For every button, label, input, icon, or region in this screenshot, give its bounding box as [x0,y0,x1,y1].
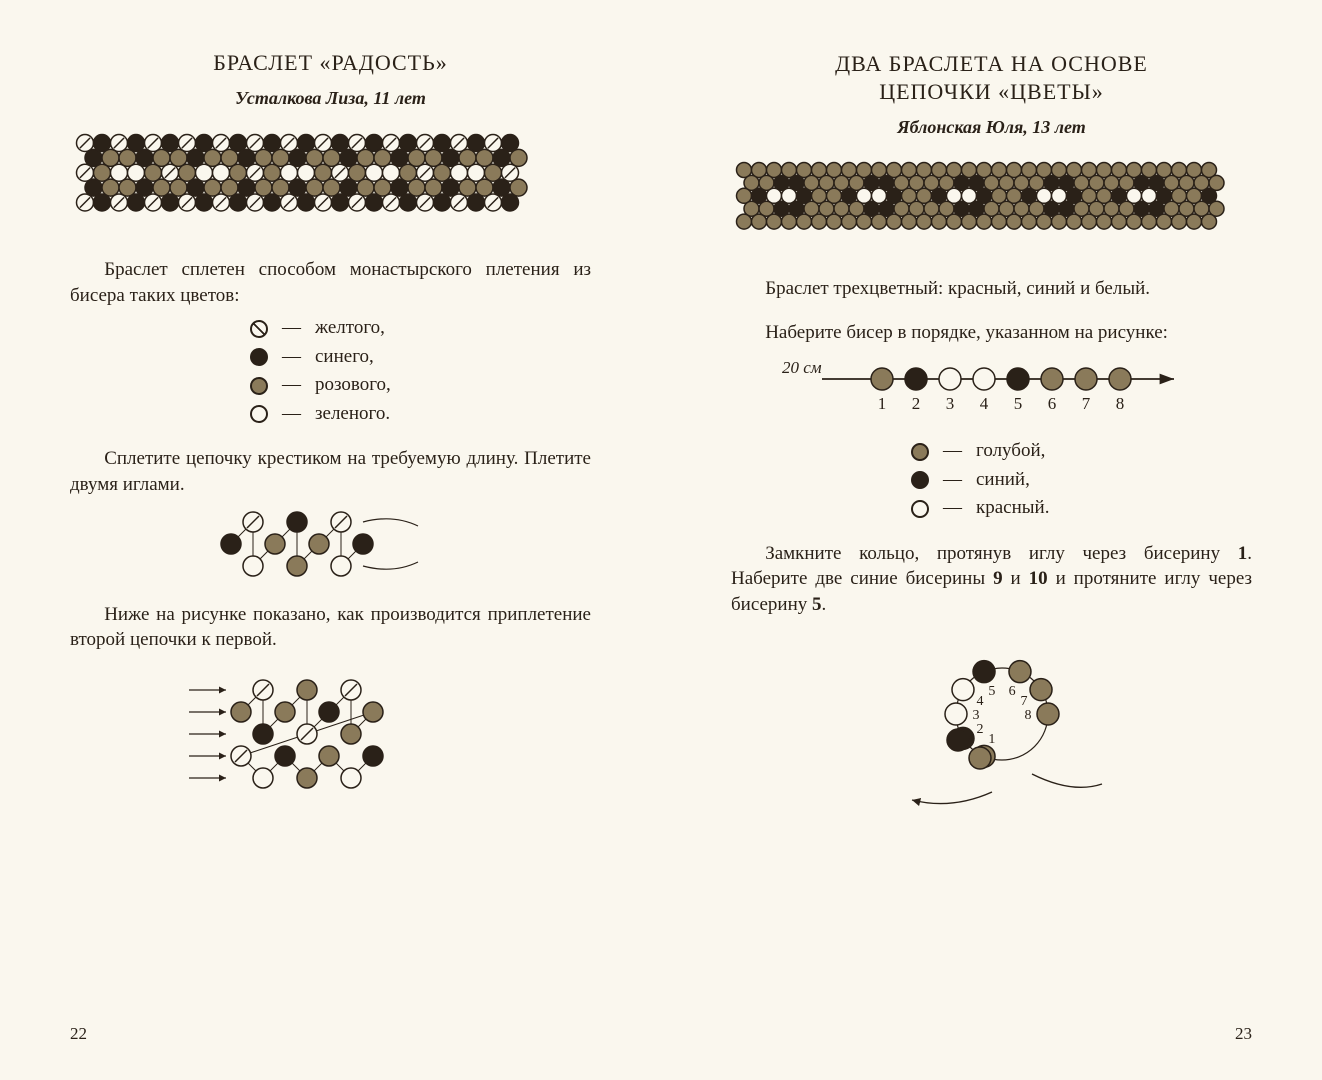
page-number-23: 23 [1235,1024,1252,1044]
left-chain-diagram-2 [181,659,481,809]
svg-text:1: 1 [988,732,995,747]
svg-text:8: 8 [1024,708,1031,723]
right-para2: Наберите бисер в порядке, указанном на р… [731,320,1252,346]
page-22: БРАСЛЕТ «РАДОСТЬ» Усталкова Лиза, 11 лет… [0,0,661,1080]
left-bracelet-diagram [71,129,591,239]
left-author: Усталкова Лиза, 11 лет [70,88,591,109]
left-para2: Сплетите цепочку крестиком на требуемую … [70,446,591,497]
svg-text:1: 1 [877,394,886,413]
left-para1: Браслет сплетен способом монастырского п… [70,257,591,308]
right-para3-a: Замкните кольцо, протянув иглу через би­… [765,543,1238,564]
right-author: Яблонская Юля, 13 лет [731,117,1252,138]
num-10: 10 [1029,568,1048,589]
svg-text:3: 3 [972,708,979,723]
right-bracelet-diagram [732,158,1252,258]
svg-text:7: 7 [1020,694,1027,709]
right-para3-c: и [1003,568,1029,589]
left-para3: Ниже на рисунке показано, как производит… [70,602,591,653]
right-title: ДВА БРАСЛЕТА НА ОСНОВЕ ЦЕПОЧКИ «ЦВЕТЫ» [731,50,1252,105]
book-spread: БРАСЛЕТ «РАДОСТЬ» Усталкова Лиза, 11 лет… [0,0,1322,1080]
legend-row: —красный. [911,494,1252,523]
svg-text:2: 2 [911,394,920,413]
left-chain-diagram-1 [201,504,461,584]
right-para1: Браслет трехцветный: красный, синий и бе… [731,276,1252,302]
svg-text:6: 6 [1008,684,1015,699]
legend-row: —зеленого. [250,400,591,429]
right-title-line2: ЦЕПОЧКИ «ЦВЕТЫ» [879,79,1104,104]
svg-text:8: 8 [1115,394,1124,413]
legend-row: —синий, [911,466,1252,495]
right-color-legend: —голубой,—синий,—красный. [731,437,1252,523]
svg-text:5: 5 [988,684,995,699]
svg-text:5: 5 [1013,394,1022,413]
right-para3: Замкните кольцо, протянув иглу через би­… [731,541,1252,618]
legend-row: —голубой, [911,437,1252,466]
num-9: 9 [993,568,1003,589]
legend-row: —желтого, [250,314,591,343]
left-color-legend: —желтого,—синего,—розового,—зеленого. [70,314,591,428]
right-ring-diagram: 12345678 [862,624,1122,824]
legend-row: —синего, [250,343,591,372]
legend-row: —розового, [250,371,591,400]
right-sequence-diagram: 20 см 1 2 3 4 5 6 7 8 [772,351,1212,431]
svg-text:20 см: 20 см [782,358,822,377]
svg-text:2: 2 [976,721,983,736]
right-title-line1: ДВА БРАСЛЕТА НА ОСНОВЕ [835,51,1148,76]
num-5: 5 [812,594,822,615]
svg-text:6: 6 [1047,394,1056,413]
svg-text:4: 4 [976,694,983,709]
svg-text:4: 4 [979,394,988,413]
svg-text:3: 3 [945,394,954,413]
page-number-22: 22 [70,1024,87,1044]
num-1: 1 [1238,543,1248,564]
page-23: ДВА БРАСЛЕТА НА ОСНОВЕ ЦЕПОЧКИ «ЦВЕТЫ» Я… [661,0,1322,1080]
left-title: БРАСЛЕТ «РАДОСТЬ» [70,50,591,76]
svg-text:7: 7 [1081,394,1090,413]
